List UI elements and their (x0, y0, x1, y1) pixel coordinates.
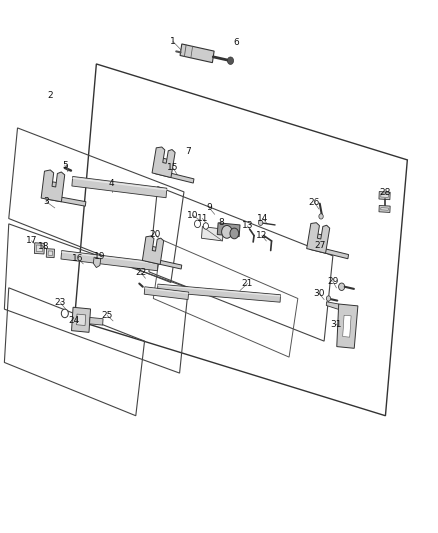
Text: 7: 7 (185, 148, 191, 156)
Polygon shape (72, 176, 167, 198)
Polygon shape (35, 243, 44, 254)
Polygon shape (145, 245, 158, 263)
Polygon shape (307, 223, 330, 253)
Circle shape (194, 220, 201, 228)
Text: 18: 18 (38, 242, 49, 251)
Polygon shape (56, 196, 86, 206)
Text: 29: 29 (327, 277, 339, 286)
Polygon shape (61, 252, 158, 264)
Polygon shape (93, 257, 101, 268)
Text: 16: 16 (72, 254, 84, 263)
Text: 15: 15 (167, 164, 179, 172)
Polygon shape (36, 245, 42, 252)
Text: 30: 30 (313, 289, 325, 297)
Polygon shape (45, 181, 58, 201)
Polygon shape (142, 236, 164, 264)
Polygon shape (217, 223, 240, 237)
Text: 19: 19 (94, 253, 106, 261)
Polygon shape (180, 44, 214, 63)
Polygon shape (76, 314, 86, 326)
Text: 5: 5 (62, 161, 68, 169)
Circle shape (339, 283, 345, 290)
Circle shape (203, 223, 208, 229)
Circle shape (227, 57, 233, 64)
Text: 2: 2 (48, 92, 53, 100)
Polygon shape (166, 172, 194, 183)
Polygon shape (48, 251, 53, 255)
Text: 17: 17 (26, 237, 37, 245)
Polygon shape (41, 170, 65, 202)
Polygon shape (321, 248, 349, 259)
Text: 20: 20 (150, 230, 161, 239)
Text: 23: 23 (55, 298, 66, 307)
Polygon shape (155, 260, 182, 269)
Polygon shape (46, 249, 54, 257)
Text: 25: 25 (102, 311, 113, 320)
Text: 14: 14 (257, 214, 268, 223)
Polygon shape (379, 205, 390, 213)
Polygon shape (337, 304, 358, 348)
Polygon shape (144, 287, 189, 300)
Text: 26: 26 (309, 198, 320, 207)
Polygon shape (201, 227, 223, 241)
Text: 31: 31 (331, 320, 342, 328)
Polygon shape (155, 157, 169, 176)
Polygon shape (145, 287, 189, 294)
Polygon shape (158, 285, 280, 297)
Circle shape (61, 309, 68, 318)
Circle shape (222, 225, 232, 238)
Text: 6: 6 (233, 38, 240, 47)
Text: 13: 13 (242, 222, 253, 230)
Polygon shape (381, 208, 389, 210)
Polygon shape (381, 194, 389, 197)
Text: 22: 22 (135, 269, 147, 277)
Polygon shape (61, 251, 158, 271)
Text: 9: 9 (206, 204, 212, 212)
Text: 1: 1 (170, 37, 176, 46)
Circle shape (326, 296, 331, 301)
Text: 24: 24 (68, 317, 79, 325)
Polygon shape (379, 191, 390, 200)
Text: 3: 3 (43, 197, 49, 206)
Circle shape (230, 228, 239, 239)
Text: 11: 11 (197, 214, 208, 223)
Polygon shape (89, 318, 103, 325)
Text: 21: 21 (242, 279, 253, 288)
Polygon shape (158, 284, 280, 302)
Circle shape (319, 214, 323, 219)
Circle shape (258, 220, 263, 225)
Polygon shape (72, 177, 167, 191)
Text: 27: 27 (314, 241, 325, 249)
Text: 12: 12 (256, 231, 268, 240)
Polygon shape (326, 302, 339, 309)
Polygon shape (71, 307, 91, 333)
Text: 28: 28 (379, 189, 390, 197)
Text: 8: 8 (218, 219, 224, 227)
Text: 10: 10 (187, 211, 198, 220)
Polygon shape (310, 233, 323, 252)
Text: 4: 4 (109, 180, 114, 188)
Polygon shape (343, 315, 351, 337)
Polygon shape (152, 147, 175, 177)
